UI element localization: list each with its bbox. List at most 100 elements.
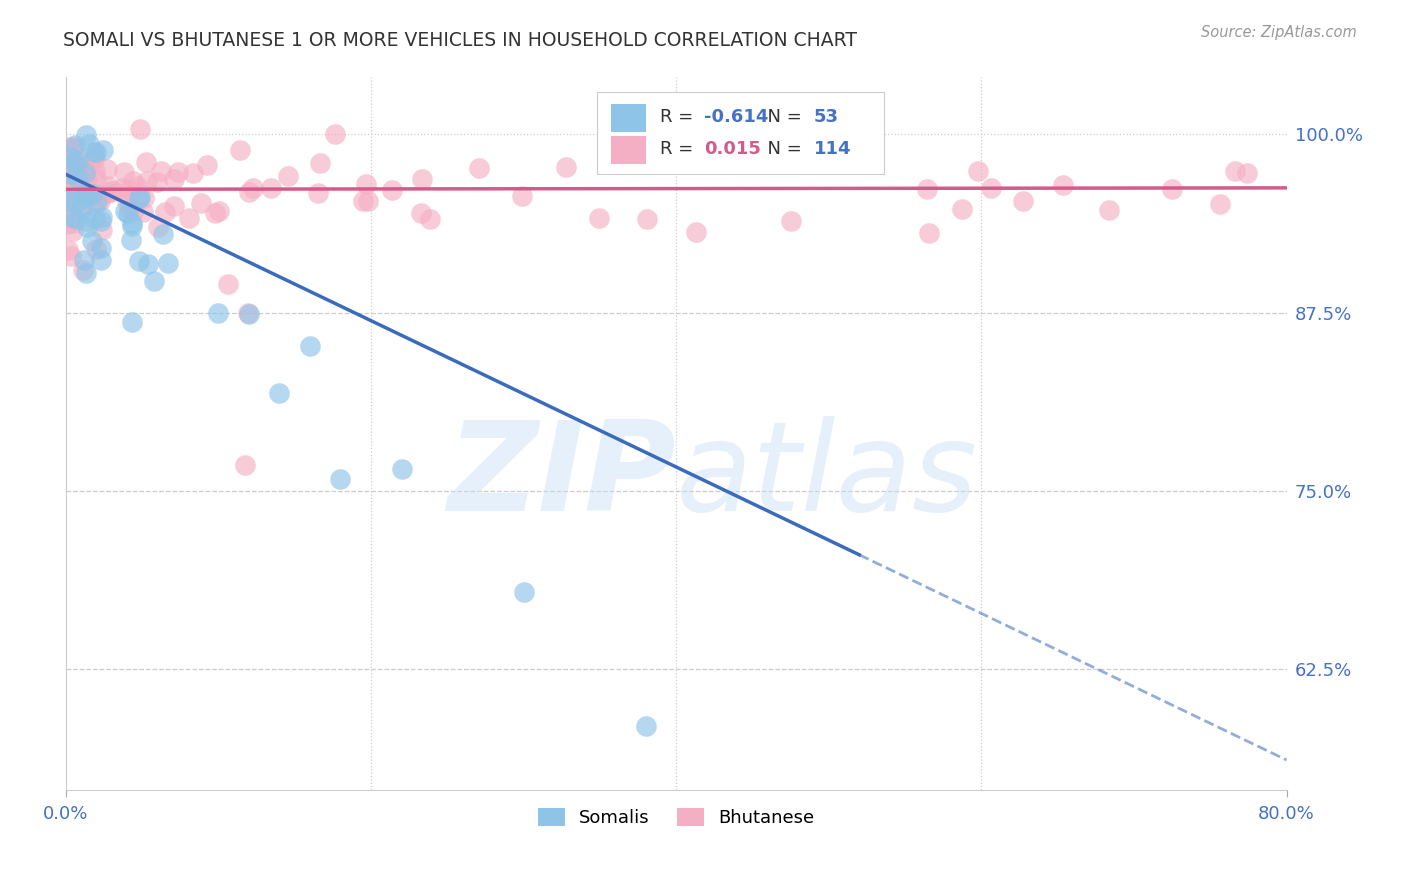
Point	[217, 277, 239, 291]
Point	[1236, 166, 1258, 180]
Point	[89, 194, 111, 208]
Y-axis label: 1 or more Vehicles in Household: 1 or more Vehicles in Household	[0, 288, 8, 579]
Point	[510, 189, 533, 203]
Point	[58, 162, 80, 177]
Point	[121, 216, 143, 230]
Point	[204, 206, 226, 220]
Point	[96, 162, 118, 177]
Point	[512, 585, 534, 599]
Point	[1052, 178, 1074, 193]
Point	[76, 170, 98, 185]
Point	[63, 137, 86, 152]
Point	[63, 140, 86, 154]
Point	[122, 202, 145, 217]
Point	[307, 186, 329, 201]
Bar	[612, 104, 645, 131]
Point	[97, 179, 120, 194]
Point	[967, 164, 990, 178]
Point	[59, 192, 82, 206]
Point	[233, 458, 256, 472]
Point	[238, 185, 260, 199]
Point	[83, 196, 105, 211]
Point	[56, 217, 79, 231]
Point	[90, 241, 112, 255]
Point	[60, 194, 83, 209]
Text: -0.614: -0.614	[704, 108, 769, 127]
Point	[60, 210, 83, 224]
Point	[131, 204, 153, 219]
Point	[277, 169, 299, 183]
Point	[90, 252, 112, 267]
Point	[229, 144, 252, 158]
Point	[67, 186, 90, 201]
Point	[56, 147, 79, 161]
Point	[72, 262, 94, 277]
Text: 53: 53	[814, 108, 839, 127]
Point	[122, 173, 145, 187]
Point	[65, 153, 87, 167]
Point	[65, 167, 87, 181]
Point	[100, 184, 122, 198]
Point	[90, 222, 112, 236]
Point	[167, 165, 190, 179]
Point	[84, 171, 107, 186]
Point	[177, 211, 200, 225]
Text: 0.015: 0.015	[704, 140, 761, 158]
Point	[917, 182, 939, 196]
Text: Source: ZipAtlas.com: Source: ZipAtlas.com	[1201, 25, 1357, 40]
Point	[357, 194, 380, 209]
Point	[129, 122, 152, 136]
Point	[125, 179, 148, 194]
Point	[269, 386, 291, 401]
Text: N =: N =	[755, 140, 807, 158]
Point	[83, 145, 105, 159]
Point	[60, 169, 83, 184]
Point	[242, 180, 264, 194]
Point	[118, 183, 141, 197]
Point	[75, 164, 97, 178]
Text: ZIP: ZIP	[447, 416, 676, 537]
Point	[381, 183, 404, 197]
Text: N =: N =	[755, 108, 807, 127]
Point	[1160, 182, 1182, 196]
Point	[309, 156, 332, 170]
Point	[59, 167, 82, 181]
Point	[208, 204, 231, 219]
Point	[190, 196, 212, 211]
Point	[419, 212, 441, 227]
Point	[76, 214, 98, 228]
Point	[634, 719, 657, 733]
Point	[150, 164, 173, 178]
Point	[65, 212, 87, 227]
Point	[298, 339, 321, 353]
Point	[62, 141, 84, 155]
Text: R =: R =	[661, 140, 699, 158]
Point	[87, 188, 110, 202]
Point	[135, 154, 157, 169]
Point	[83, 211, 105, 225]
Point	[76, 220, 98, 235]
Point	[56, 176, 79, 190]
Point	[96, 186, 118, 201]
Point	[163, 199, 186, 213]
Point	[90, 188, 112, 202]
Point	[636, 211, 658, 226]
Point	[588, 211, 610, 226]
Point	[195, 158, 218, 172]
Point	[156, 256, 179, 270]
Point	[58, 179, 80, 194]
Point	[260, 181, 283, 195]
Point	[1012, 194, 1035, 208]
Point	[70, 202, 93, 217]
Point	[66, 182, 89, 196]
Point	[90, 213, 112, 227]
Point	[59, 150, 82, 164]
Point	[77, 157, 100, 171]
Point	[67, 161, 90, 175]
Bar	[612, 136, 645, 163]
Point	[91, 210, 114, 224]
Point	[411, 171, 433, 186]
Point	[67, 159, 90, 173]
Point	[128, 254, 150, 268]
Legend: Somalis, Bhutanese: Somalis, Bhutanese	[530, 800, 823, 834]
